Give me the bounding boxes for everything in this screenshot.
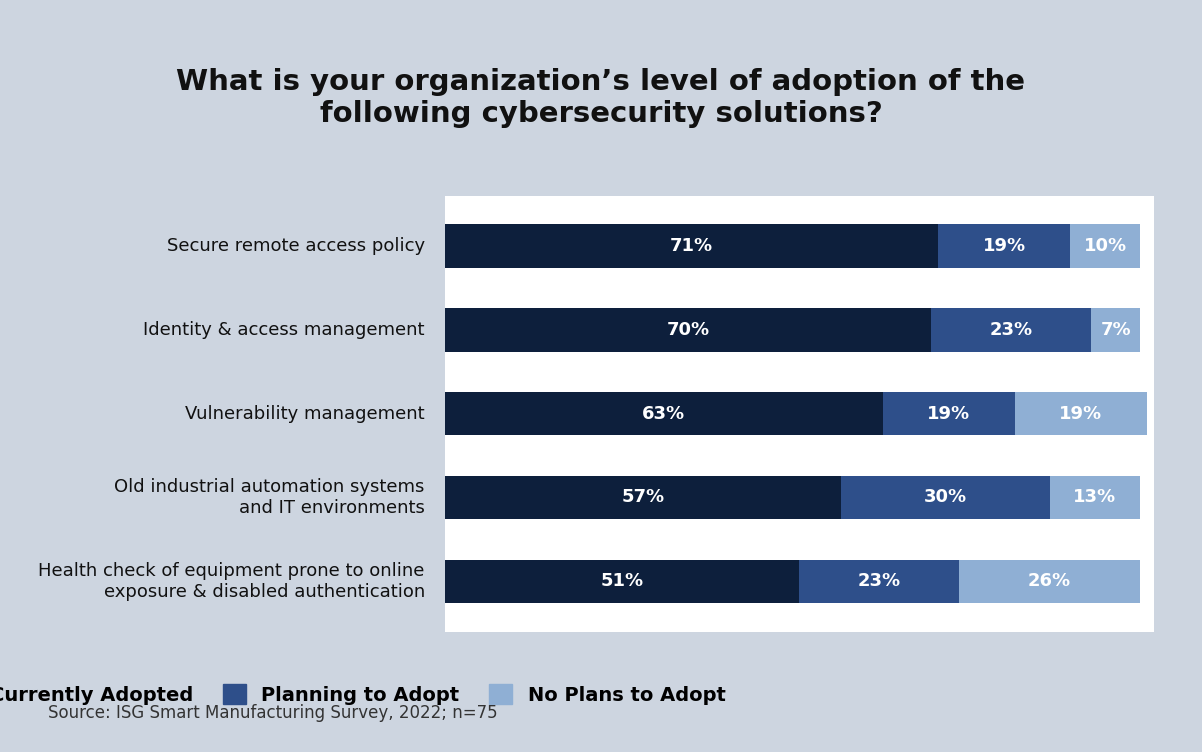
Text: 70%: 70%	[667, 320, 709, 338]
Bar	[959, 559, 1139, 603]
Bar	[445, 392, 882, 435]
Text: Secure remote access policy: Secure remote access policy	[167, 237, 424, 255]
Text: 7%: 7%	[1100, 320, 1131, 338]
Text: 63%: 63%	[642, 405, 685, 423]
Bar	[939, 224, 1071, 268]
Bar	[1049, 476, 1139, 520]
Bar	[1091, 308, 1139, 351]
Legend: Currently Adopted, Planning to Adopt, No Plans to Adopt: Currently Adopted, Planning to Adopt, No…	[0, 676, 733, 712]
Text: 19%: 19%	[983, 237, 1027, 255]
Bar	[932, 308, 1091, 351]
Bar	[841, 476, 1049, 520]
Text: 23%: 23%	[989, 320, 1033, 338]
Text: Old industrial automation systems
and IT environments: Old industrial automation systems and IT…	[114, 478, 424, 517]
Bar	[445, 308, 932, 351]
Text: 30%: 30%	[924, 489, 966, 507]
Text: Health check of equipment prone to online
exposure & disabled authentication: Health check of equipment prone to onlin…	[38, 562, 424, 601]
Text: Identity & access management: Identity & access management	[143, 320, 424, 338]
Bar	[799, 559, 959, 603]
Text: 23%: 23%	[858, 572, 900, 590]
Bar	[1071, 224, 1139, 268]
Bar	[1014, 392, 1147, 435]
Text: 19%: 19%	[1059, 405, 1102, 423]
Text: 19%: 19%	[927, 405, 970, 423]
Bar	[445, 224, 939, 268]
Text: 10%: 10%	[1084, 237, 1126, 255]
Text: 13%: 13%	[1073, 489, 1117, 507]
Bar	[445, 476, 841, 520]
Text: Source: ISG Smart Manufacturing Survey, 2022; n=75: Source: ISG Smart Manufacturing Survey, …	[48, 704, 498, 722]
Text: 71%: 71%	[670, 237, 713, 255]
Text: 51%: 51%	[601, 572, 643, 590]
Text: What is your organization’s level of adoption of the
following cybersecurity sol: What is your organization’s level of ado…	[177, 68, 1025, 128]
Bar	[882, 392, 1014, 435]
Bar	[445, 559, 799, 603]
Text: 26%: 26%	[1028, 572, 1071, 590]
Text: Vulnerability management: Vulnerability management	[185, 405, 424, 423]
Text: 57%: 57%	[621, 489, 665, 507]
